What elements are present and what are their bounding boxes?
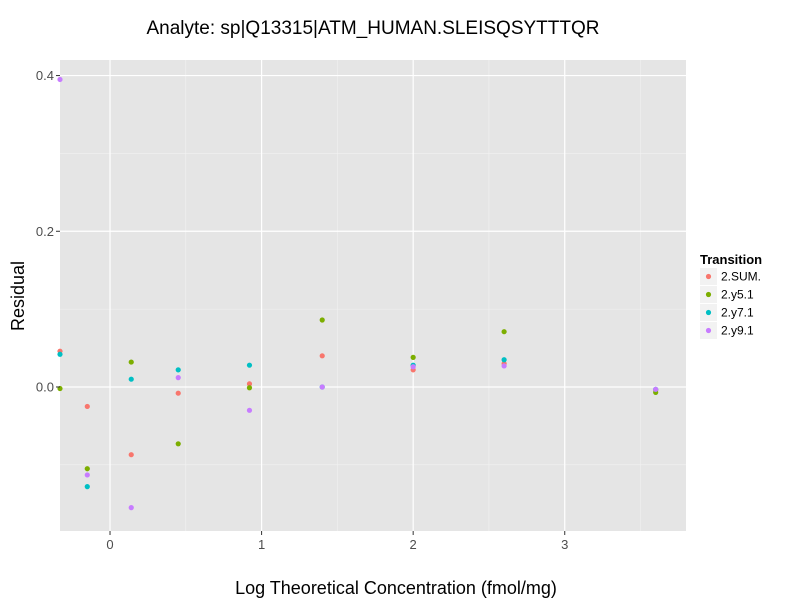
chart-title: Analyte: sp|Q13315|ATM_HUMAN.SLEISQSYTTT… bbox=[147, 18, 600, 39]
legend-entry-label: 2.SUM. bbox=[721, 270, 761, 284]
data-point bbox=[319, 384, 325, 390]
data-point bbox=[319, 353, 325, 359]
y-axis: 0.0 0.2 0.4 bbox=[36, 68, 60, 394]
data-point bbox=[84, 472, 90, 478]
x-tick-label: 3 bbox=[561, 537, 568, 552]
data-point bbox=[410, 354, 416, 360]
x-axis: 0 1 2 3 bbox=[106, 531, 568, 552]
data-point bbox=[246, 362, 253, 368]
legend-marker bbox=[705, 273, 712, 280]
legend-marker bbox=[705, 291, 712, 298]
data-point bbox=[128, 505, 134, 511]
legend-title: Transition bbox=[700, 252, 762, 267]
data-point bbox=[246, 381, 253, 387]
legend-marker bbox=[705, 309, 712, 316]
data-point bbox=[501, 329, 507, 335]
data-point bbox=[246, 385, 253, 391]
x-tick-label: 0 bbox=[106, 537, 113, 552]
data-point bbox=[128, 376, 134, 382]
data-point bbox=[501, 363, 507, 369]
data-point bbox=[175, 390, 181, 396]
data-point bbox=[84, 484, 90, 490]
data-points bbox=[57, 76, 659, 511]
legend-entry-label: 2.y5.1 bbox=[721, 288, 754, 302]
x-axis-title: Log Theoretical Concentration (fmol/mg) bbox=[235, 578, 557, 598]
data-point bbox=[128, 452, 134, 458]
data-point bbox=[57, 351, 63, 357]
plot-panel bbox=[60, 60, 686, 531]
legend: Transition 2.SUM. 2.y5.1 2.y7.1 2.y9.1 bbox=[700, 252, 762, 339]
data-point bbox=[175, 367, 181, 373]
data-point bbox=[57, 76, 63, 83]
data-point bbox=[319, 317, 325, 323]
legend-entry-label: 2.y9.1 bbox=[721, 324, 754, 338]
data-point bbox=[246, 407, 253, 413]
data-point bbox=[175, 375, 181, 381]
data-point bbox=[501, 357, 507, 363]
data-point bbox=[84, 466, 90, 472]
y-tick-label: 0.2 bbox=[36, 224, 54, 239]
data-point bbox=[175, 441, 181, 447]
data-point bbox=[128, 359, 134, 365]
y-tick-label: 0.0 bbox=[36, 379, 54, 394]
minor-gridlines bbox=[60, 60, 686, 531]
data-point bbox=[410, 364, 416, 370]
data-point bbox=[653, 386, 659, 392]
y-tick-label: 0.4 bbox=[36, 68, 54, 83]
x-tick-label: 2 bbox=[410, 537, 417, 552]
y-axis-title: Residual bbox=[8, 261, 28, 331]
major-gridlines bbox=[60, 60, 686, 531]
legend-entry-label: 2.y7.1 bbox=[721, 306, 754, 320]
data-point bbox=[84, 403, 90, 410]
x-tick-label: 1 bbox=[258, 537, 265, 552]
legend-marker bbox=[705, 327, 712, 334]
